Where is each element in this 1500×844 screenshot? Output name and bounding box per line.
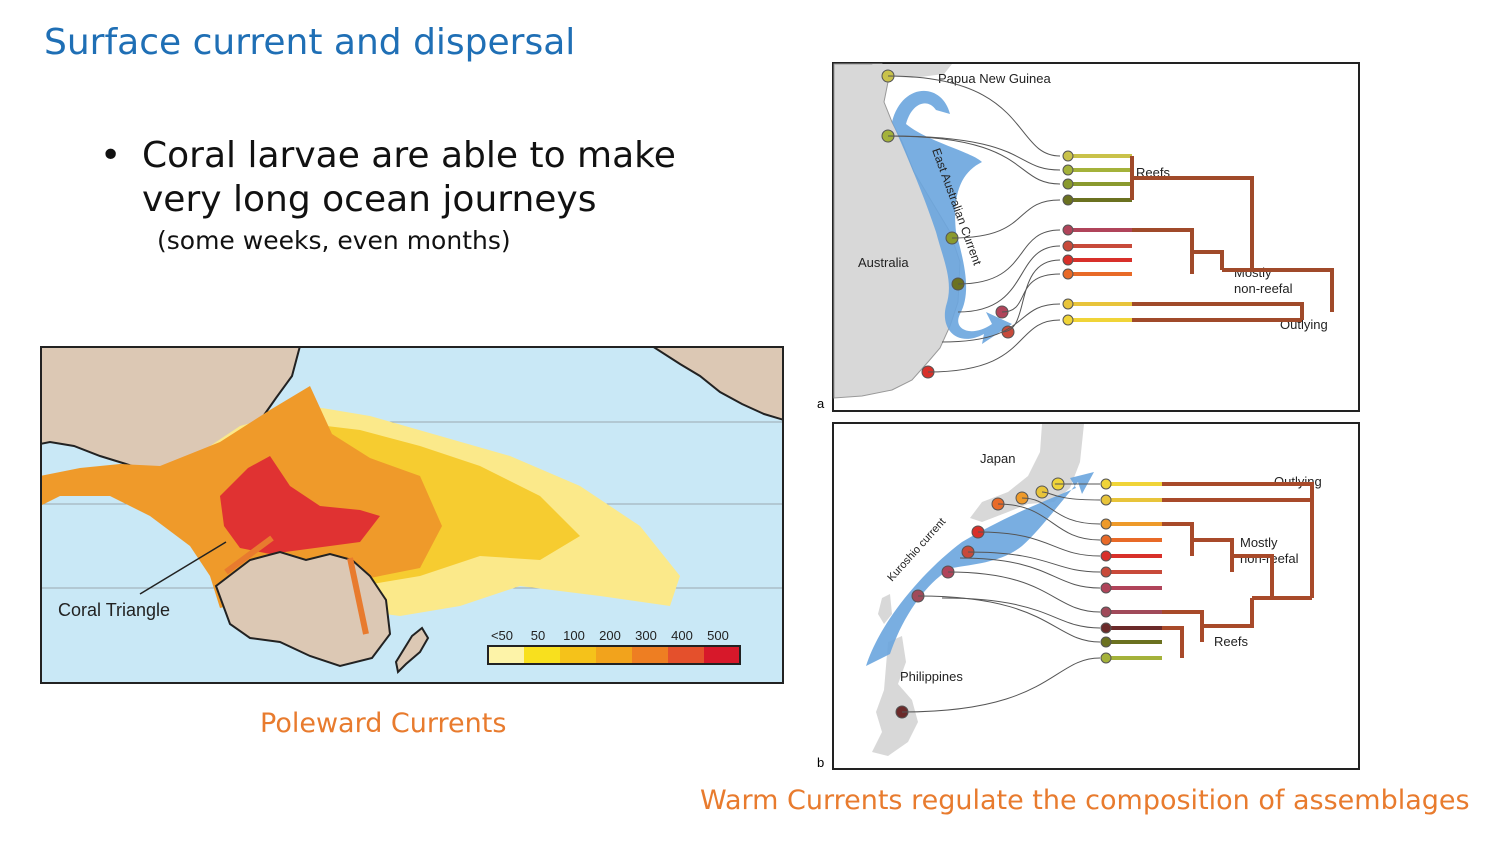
- diversity-legend: <50 50 100 200 300 400 500: [487, 628, 741, 665]
- larval-path: [1001, 259, 1061, 333]
- larval-path: [951, 199, 1061, 239]
- species-node: [1100, 478, 1112, 490]
- legend-swatch: [488, 646, 524, 664]
- legend-swatch: [560, 646, 596, 664]
- panel-b-mostly-label-1: Mostly: [1240, 535, 1278, 550]
- larval-path: [957, 245, 1061, 313]
- legend-tick-label: 400: [671, 628, 693, 643]
- species-node: [1100, 582, 1112, 594]
- species-node: [1100, 550, 1112, 562]
- poleward-current-arrows: [224, 535, 369, 635]
- map-frame: [40, 346, 784, 684]
- legend-tick-label: <50: [491, 628, 513, 643]
- larval-path: [1001, 273, 1061, 313]
- larval-path: [947, 571, 1101, 613]
- larval-path: [997, 503, 1101, 541]
- tree-backbone: [1130, 156, 1334, 322]
- species-node: [1062, 164, 1074, 176]
- caption-warm-currents: Warm Currents regulate the composition o…: [700, 785, 1470, 816]
- legend-tick-label: 50: [531, 628, 545, 643]
- legend-swatch: [668, 646, 704, 664]
- coral-triangle-pointer: [139, 541, 227, 595]
- bullet-text: Coral larvae are able to make very long …: [142, 135, 676, 220]
- legend-tick-label: 200: [599, 628, 621, 643]
- species-node: [1062, 224, 1074, 236]
- australia-landmass: [214, 550, 392, 668]
- coral-diversity-map: Coral Triangle <50 50 100 200 300 400 500: [40, 346, 784, 684]
- species-node: [1062, 240, 1074, 252]
- species-node: [1062, 254, 1074, 266]
- panel-a-png-label: Papua New Guinea: [938, 71, 1052, 86]
- bullet-block: • Coral larvae are able to make very lon…: [100, 134, 740, 255]
- species-node: [1062, 178, 1074, 190]
- panel-b-philippines-label: Philippines: [900, 669, 963, 684]
- species-node: [1100, 494, 1112, 506]
- panel-b-links: [901, 483, 1101, 713]
- legend-swatch: [524, 646, 560, 664]
- larval-path: [967, 551, 1101, 573]
- panel-b-mostly-label-2: non-reefal: [1240, 551, 1299, 566]
- species-node: [1100, 622, 1112, 634]
- larval-path: [941, 303, 1061, 343]
- larval-path: [887, 135, 1061, 171]
- species-node: [1062, 194, 1074, 206]
- species-node: [1100, 652, 1112, 664]
- panel-b-japan-label: Japan: [980, 451, 1015, 466]
- species-node: [1062, 298, 1074, 310]
- panel-a-diagram: Papua New Guinea Australia East Australi…: [832, 62, 1360, 412]
- panel-b-philippines-land: [872, 636, 918, 756]
- species-node: [1062, 150, 1074, 162]
- larval-path: [1021, 497, 1101, 525]
- larval-path: [957, 229, 1061, 285]
- coral-triangle-zone: [220, 456, 380, 554]
- larval-path: [917, 595, 1101, 643]
- legend-swatch: [704, 646, 740, 664]
- bullet-item: • Coral larvae are able to make very lon…: [100, 134, 740, 222]
- panel-a-letter-outer: a: [817, 396, 825, 411]
- species-node: [1100, 636, 1112, 648]
- east-australian-current-arrow: [892, 90, 1012, 344]
- larval-path: [887, 75, 1061, 157]
- panel-b-outlying-label: Outlying: [1274, 474, 1322, 489]
- larval-path: [901, 657, 1101, 713]
- panel-b-letter-outer: b: [817, 755, 825, 770]
- coral-triangle-label: Coral Triangle: [58, 600, 170, 620]
- panel-b-diagram: Japan Philippines Kuroshio current Outly…: [832, 422, 1360, 770]
- larval-path: [977, 531, 1101, 557]
- larval-path: [959, 557, 1101, 589]
- panel-b-reefs-label: Reefs: [1214, 634, 1248, 649]
- caption-poleward: Poleward Currents: [260, 708, 507, 739]
- species-node: [1100, 606, 1112, 618]
- sub-bullet-text: (some weeks, even months): [157, 226, 511, 255]
- legend-swatch: [632, 646, 668, 664]
- larval-path: [1041, 491, 1101, 501]
- legend-tick-label: 100: [563, 628, 585, 643]
- panel-b-taiwan-land: [878, 594, 892, 624]
- america-landmass: [650, 346, 784, 422]
- slide-title: Surface current and dispersal: [44, 22, 576, 63]
- panel-a-australia-label: Australia: [858, 255, 909, 270]
- new-zealand-landmass: [394, 626, 430, 675]
- species-node: [1100, 534, 1112, 546]
- legend-tick-label: 500: [707, 628, 729, 643]
- species-node: [1062, 268, 1074, 280]
- larval-path: [887, 135, 1061, 185]
- tree-backbone: [1162, 482, 1314, 658]
- species-node: [1100, 518, 1112, 530]
- kuroshio-current-arrow: [866, 472, 1094, 666]
- legend-tick-label: 300: [635, 628, 657, 643]
- legend-border: [487, 645, 741, 665]
- species-node: [1100, 566, 1112, 578]
- legend-swatch: [596, 646, 632, 664]
- species-node: [1062, 314, 1074, 326]
- larval-path: [927, 319, 1061, 373]
- panel-a-links: [887, 75, 1061, 373]
- bullet-dot-icon: •: [100, 135, 122, 176]
- panel-a-mostly-label-2: non-reefal: [1234, 281, 1293, 296]
